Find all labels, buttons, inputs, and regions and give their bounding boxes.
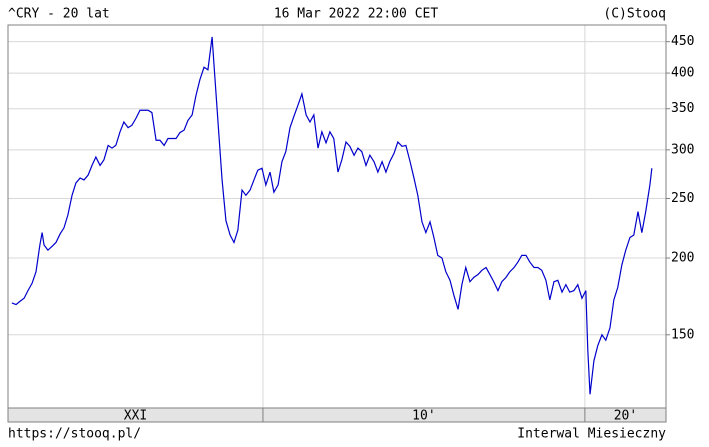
credit: (C)Stooq (603, 7, 666, 22)
y-tick-label: 400 (671, 66, 694, 81)
chart-subtitle: 16 Mar 2022 22:00 CET (274, 7, 439, 22)
grid (8, 25, 666, 408)
y-tick-label: 250 (671, 191, 694, 206)
footer-link[interactable]: https://stooq.pl/ (8, 427, 141, 442)
x-axis-band (7, 407, 667, 423)
y-tick-label: 350 (671, 101, 694, 116)
plot-frame (7, 24, 667, 409)
x-span-label: 10' (412, 409, 435, 424)
x-span-label: XXI (124, 409, 147, 424)
y-tick-label: 200 (671, 251, 694, 266)
price-line (11, 36, 653, 395)
chart-title: ^CRY - 20 lat (8, 7, 110, 22)
y-tick-label: 150 (671, 327, 694, 342)
footer-interval: Interwal Miesieczny (517, 427, 666, 442)
plot (11, 36, 653, 395)
y-tick-label: 450 (671, 34, 694, 49)
y-tick-label: 300 (671, 142, 694, 157)
x-span-label: 20' (614, 409, 637, 424)
